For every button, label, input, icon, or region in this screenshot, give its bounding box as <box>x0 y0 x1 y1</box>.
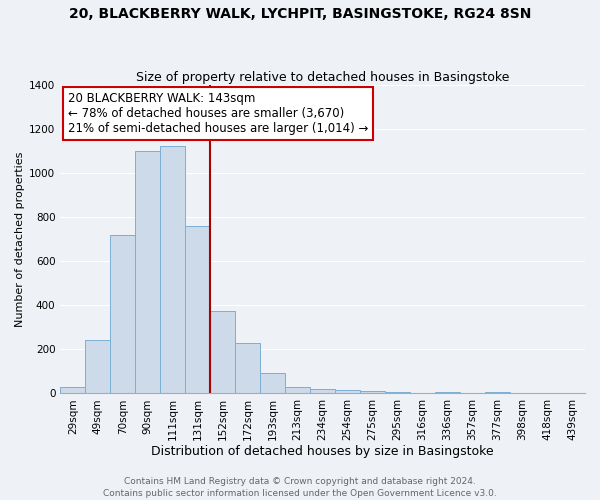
Bar <box>85 340 110 394</box>
Bar <box>335 390 360 394</box>
Bar <box>485 392 510 394</box>
Text: 20 BLACKBERRY WALK: 143sqm
← 78% of detached houses are smaller (3,670)
21% of s: 20 BLACKBERRY WALK: 143sqm ← 78% of deta… <box>68 92 368 135</box>
Title: Size of property relative to detached houses in Basingstoke: Size of property relative to detached ho… <box>136 72 509 85</box>
Bar <box>110 234 135 394</box>
Bar <box>285 386 310 394</box>
Text: Contains HM Land Registry data © Crown copyright and database right 2024.
Contai: Contains HM Land Registry data © Crown c… <box>103 476 497 498</box>
Bar <box>235 342 260 394</box>
Bar <box>210 310 235 394</box>
Bar <box>360 391 385 394</box>
Y-axis label: Number of detached properties: Number of detached properties <box>15 151 25 326</box>
Bar <box>260 374 285 394</box>
X-axis label: Distribution of detached houses by size in Basingstoke: Distribution of detached houses by size … <box>151 444 494 458</box>
Bar <box>385 392 410 394</box>
Bar <box>185 226 210 394</box>
Text: 20, BLACKBERRY WALK, LYCHPIT, BASINGSTOKE, RG24 8SN: 20, BLACKBERRY WALK, LYCHPIT, BASINGSTOK… <box>69 8 531 22</box>
Bar <box>60 386 85 394</box>
Bar <box>160 146 185 394</box>
Bar <box>435 392 460 394</box>
Bar <box>310 389 335 394</box>
Bar <box>135 150 160 394</box>
